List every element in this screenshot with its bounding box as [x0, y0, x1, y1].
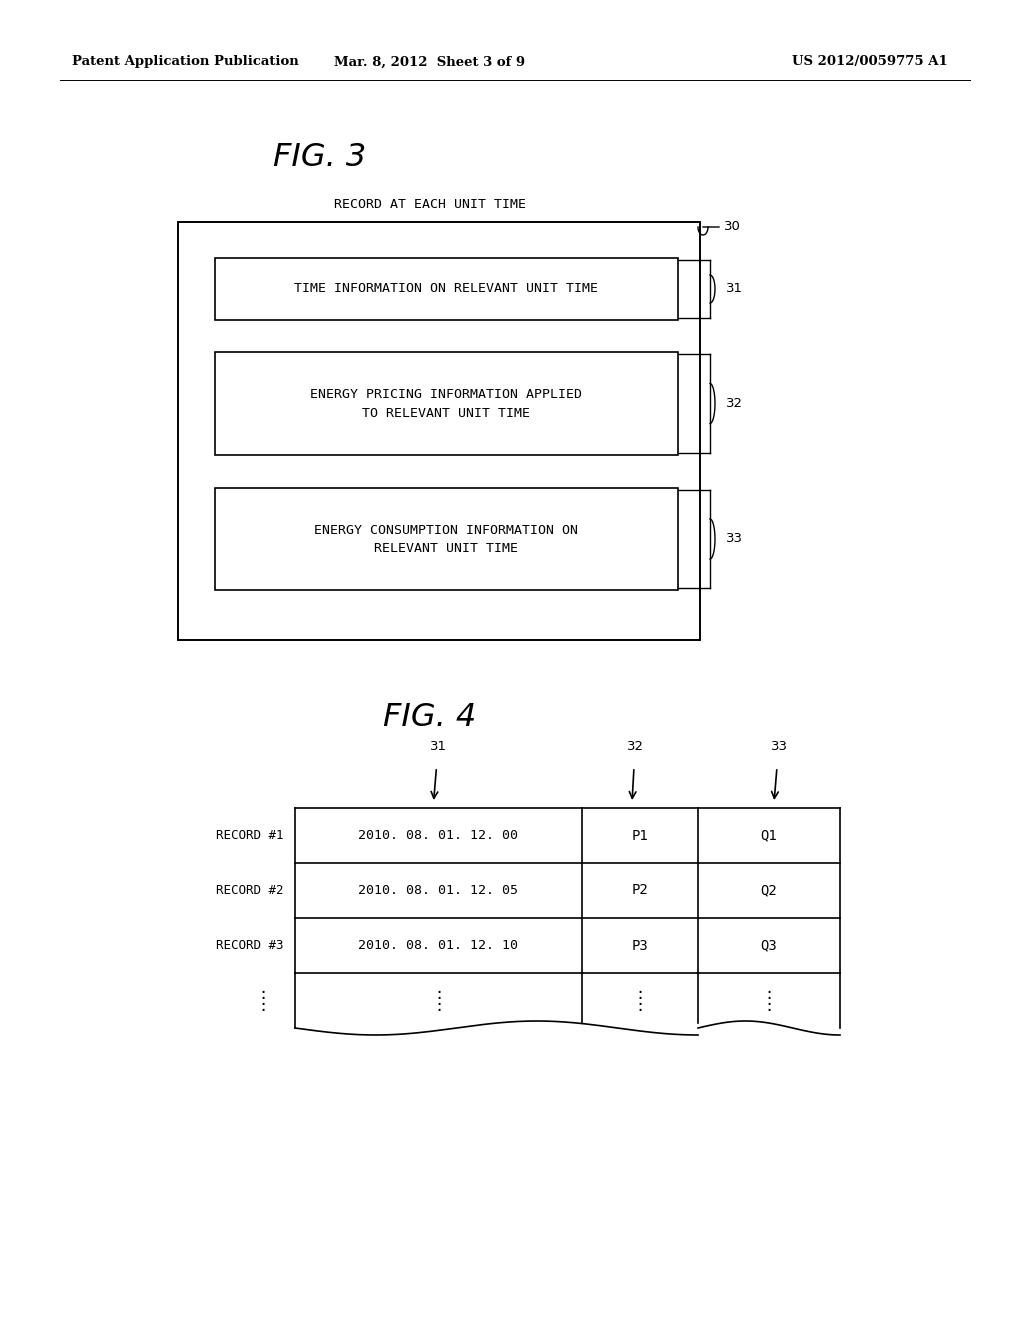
Text: RECORD #3: RECORD #3: [215, 939, 283, 952]
Text: Q1: Q1: [761, 829, 777, 842]
Text: :: :: [434, 999, 443, 1014]
Text: 32: 32: [726, 397, 743, 411]
Text: 32: 32: [627, 741, 643, 752]
Bar: [215, 488, 678, 590]
Text: TIME INFORMATION ON RELEVANT UNIT TIME: TIME INFORMATION ON RELEVANT UNIT TIME: [295, 282, 598, 296]
Text: P2: P2: [632, 883, 648, 898]
Bar: [215, 352, 678, 455]
Text: 30: 30: [724, 220, 741, 234]
Text: :: :: [765, 999, 773, 1014]
Text: :: :: [434, 987, 443, 1002]
Text: US 2012/0059775 A1: US 2012/0059775 A1: [793, 55, 948, 69]
Text: RELEVANT UNIT TIME: RELEVANT UNIT TIME: [375, 543, 518, 556]
Text: ENERGY PRICING INFORMATION APPLIED: ENERGY PRICING INFORMATION APPLIED: [310, 388, 583, 401]
Text: P3: P3: [632, 939, 648, 953]
Bar: [215, 257, 678, 319]
Text: 33: 33: [770, 741, 787, 752]
Text: Mar. 8, 2012  Sheet 3 of 9: Mar. 8, 2012 Sheet 3 of 9: [335, 55, 525, 69]
Text: :: :: [765, 987, 773, 1002]
Text: RECORD #1: RECORD #1: [215, 829, 283, 842]
Text: TO RELEVANT UNIT TIME: TO RELEVANT UNIT TIME: [362, 407, 530, 420]
Text: FIG. 3: FIG. 3: [273, 143, 367, 173]
Text: 31: 31: [726, 282, 743, 296]
Text: :: :: [636, 987, 644, 1002]
Text: Q3: Q3: [761, 939, 777, 953]
Text: 2010. 08. 01. 12. 10: 2010. 08. 01. 12. 10: [358, 939, 518, 952]
Text: :: :: [258, 999, 267, 1014]
Text: ENERGY CONSUMPTION INFORMATION ON: ENERGY CONSUMPTION INFORMATION ON: [314, 524, 579, 536]
Text: FIG. 4: FIG. 4: [383, 702, 476, 734]
Text: 2010. 08. 01. 12. 05: 2010. 08. 01. 12. 05: [358, 884, 518, 898]
Text: Patent Application Publication: Patent Application Publication: [72, 55, 299, 69]
Bar: [178, 222, 700, 640]
Text: :: :: [636, 999, 644, 1014]
Text: RECORD #2: RECORD #2: [215, 884, 283, 898]
Text: 33: 33: [726, 532, 743, 545]
Text: RECORD AT EACH UNIT TIME: RECORD AT EACH UNIT TIME: [334, 198, 526, 211]
Text: :: :: [258, 987, 267, 1002]
Text: P1: P1: [632, 829, 648, 842]
Text: Q2: Q2: [761, 883, 777, 898]
Text: 2010. 08. 01. 12. 00: 2010. 08. 01. 12. 00: [358, 829, 518, 842]
Text: 31: 31: [430, 741, 447, 752]
